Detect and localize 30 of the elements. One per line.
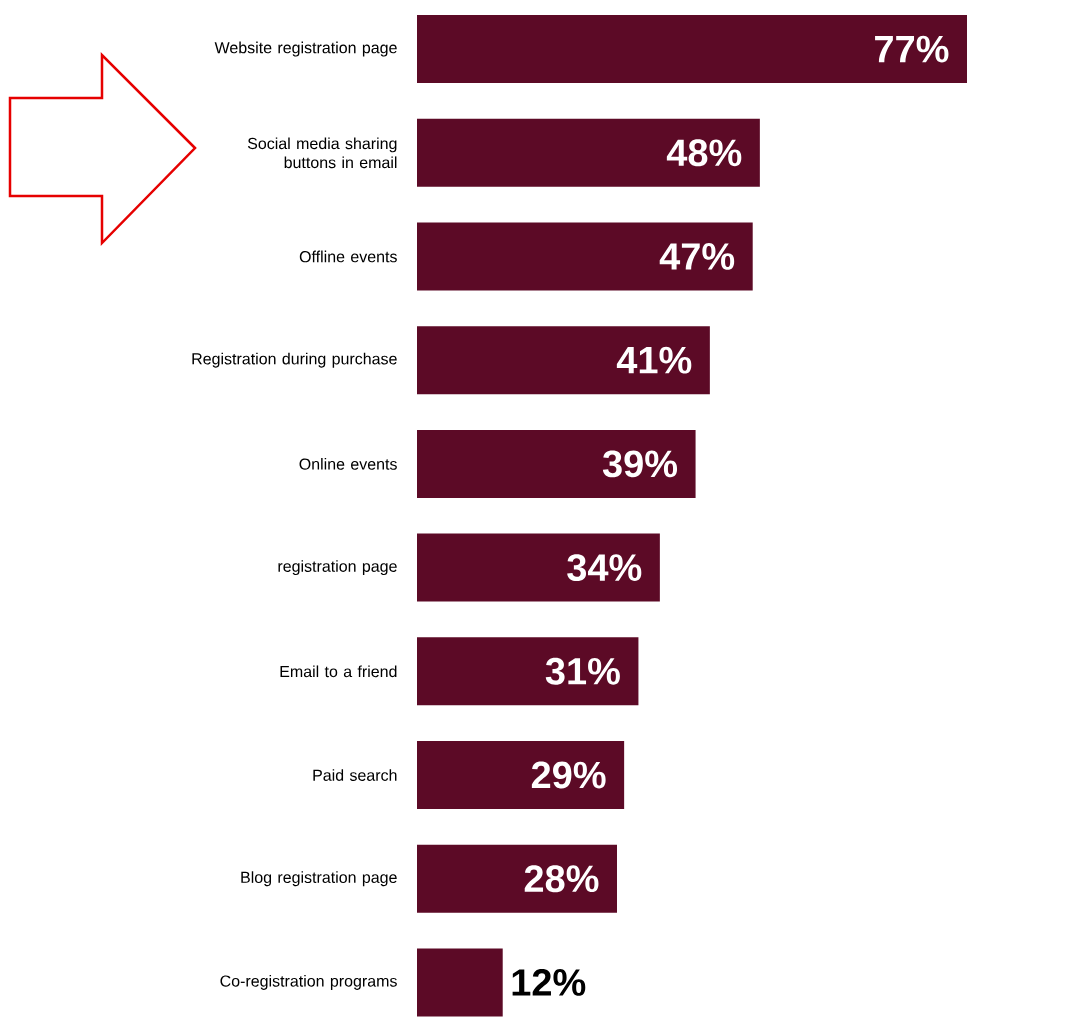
data-label: 48%	[666, 139, 742, 167]
bar	[417, 15, 967, 84]
bar	[417, 429, 696, 498]
bar	[417, 533, 660, 602]
bar	[417, 637, 639, 706]
data-label: 29%	[531, 761, 606, 789]
bar	[417, 326, 710, 395]
y-tick-label: Paid search	[313, 769, 397, 781]
y-tick-label: Offline events	[299, 250, 397, 263]
bar	[417, 222, 753, 291]
data-label: 31%	[545, 657, 620, 685]
data-label: 47%	[659, 243, 735, 270]
data-label: 34%	[567, 554, 642, 582]
data-label: 28%	[524, 865, 599, 893]
y-tick-label: Email to a friend	[280, 665, 397, 678]
data-label: 41%	[616, 346, 692, 374]
data-label: 12%	[512, 969, 586, 996]
bar	[417, 118, 760, 187]
bar	[417, 741, 625, 810]
bar	[417, 948, 503, 1017]
y-tick-label: Co-registration programs	[220, 974, 397, 990]
y-tick-label: Social media sharing buttons in email	[247, 137, 397, 169]
data-label: 77%	[875, 35, 949, 63]
bar	[417, 844, 617, 913]
y-tick-label: Website registration page	[214, 41, 397, 57]
y-tick-label: Blog registration page	[241, 871, 397, 887]
y-tick-label: Online events	[299, 458, 397, 470]
y-tick-label: Registration during purchase	[192, 352, 397, 368]
y-tick-label: registration page	[278, 560, 397, 576]
data-label: 39%	[602, 450, 678, 478]
